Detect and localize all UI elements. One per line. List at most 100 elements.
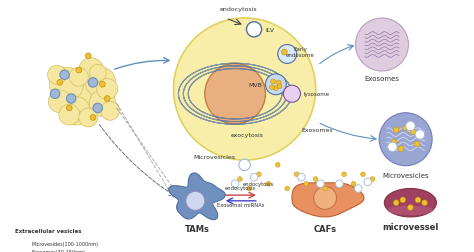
- Circle shape: [90, 115, 96, 121]
- Ellipse shape: [384, 189, 437, 217]
- Text: endocytosis: endocytosis: [219, 7, 257, 12]
- Text: exocytosis: exocytosis: [231, 133, 264, 138]
- Circle shape: [273, 86, 278, 91]
- Circle shape: [100, 82, 105, 88]
- Circle shape: [47, 66, 66, 85]
- Circle shape: [60, 71, 69, 80]
- Circle shape: [85, 68, 116, 98]
- Text: Exosomes: Exosomes: [365, 76, 400, 82]
- Circle shape: [285, 186, 290, 191]
- Circle shape: [186, 192, 205, 210]
- Circle shape: [336, 180, 343, 188]
- Polygon shape: [169, 173, 225, 220]
- Circle shape: [356, 19, 409, 72]
- Circle shape: [265, 75, 286, 95]
- Circle shape: [351, 182, 356, 186]
- Circle shape: [270, 85, 274, 90]
- Circle shape: [398, 146, 404, 152]
- Circle shape: [400, 197, 406, 203]
- Text: microvessel: microvessel: [382, 222, 438, 231]
- Circle shape: [69, 68, 88, 87]
- Circle shape: [76, 68, 82, 74]
- Text: lysosome: lysosome: [303, 92, 329, 97]
- Circle shape: [277, 84, 282, 89]
- Circle shape: [422, 200, 428, 206]
- Circle shape: [278, 45, 297, 64]
- Circle shape: [355, 185, 362, 193]
- Circle shape: [304, 182, 309, 186]
- Text: ILV: ILV: [265, 28, 274, 33]
- Circle shape: [370, 177, 375, 182]
- Circle shape: [50, 90, 60, 99]
- Circle shape: [250, 174, 258, 181]
- Circle shape: [62, 97, 90, 125]
- Circle shape: [361, 172, 365, 177]
- Circle shape: [294, 172, 299, 177]
- Circle shape: [239, 160, 250, 171]
- Text: endocytosis: endocytosis: [225, 185, 256, 190]
- Circle shape: [85, 54, 91, 59]
- Polygon shape: [292, 183, 364, 217]
- Circle shape: [415, 197, 421, 203]
- Circle shape: [100, 102, 119, 121]
- Circle shape: [247, 186, 252, 191]
- Circle shape: [89, 65, 106, 82]
- Circle shape: [364, 178, 372, 186]
- Text: Microvesides(100-1000nm): Microvesides(100-1000nm): [31, 241, 99, 246]
- Text: Early
endosome: Early endosome: [286, 47, 315, 58]
- Circle shape: [49, 68, 83, 102]
- Circle shape: [231, 180, 239, 188]
- Text: Exosomes: Exosomes: [301, 128, 333, 133]
- Circle shape: [415, 130, 425, 140]
- Circle shape: [317, 180, 324, 188]
- Circle shape: [89, 91, 116, 117]
- Circle shape: [414, 142, 420, 147]
- Circle shape: [313, 177, 318, 182]
- Circle shape: [408, 205, 413, 210]
- Circle shape: [104, 96, 110, 102]
- Circle shape: [246, 23, 262, 38]
- Text: Exosomes(30-150nm): Exosomes(30-150nm): [31, 249, 85, 252]
- Circle shape: [393, 200, 399, 206]
- Circle shape: [173, 19, 316, 161]
- Circle shape: [342, 172, 346, 177]
- Circle shape: [275, 163, 280, 168]
- Text: Microvesicles: Microvesicles: [193, 154, 235, 160]
- Circle shape: [388, 143, 397, 152]
- Circle shape: [57, 80, 63, 86]
- Text: Extracellular vesicles: Extracellular vesicles: [15, 228, 82, 233]
- Circle shape: [66, 106, 72, 111]
- Circle shape: [379, 113, 432, 166]
- Text: endocytosis: endocytosis: [243, 181, 274, 186]
- Circle shape: [403, 125, 409, 131]
- Text: Exosomal miRNAs: Exosomal miRNAs: [217, 202, 264, 207]
- Circle shape: [393, 128, 399, 133]
- Circle shape: [323, 186, 328, 191]
- Circle shape: [48, 91, 71, 113]
- Text: TAMs: TAMs: [185, 224, 210, 233]
- Circle shape: [314, 187, 337, 209]
- Circle shape: [20, 239, 29, 248]
- Circle shape: [237, 177, 242, 182]
- Circle shape: [271, 80, 275, 84]
- Circle shape: [88, 78, 98, 88]
- Circle shape: [21, 249, 28, 252]
- Circle shape: [79, 58, 103, 83]
- Circle shape: [298, 174, 305, 181]
- Circle shape: [276, 81, 281, 85]
- Circle shape: [205, 64, 265, 124]
- Circle shape: [282, 50, 287, 56]
- Circle shape: [79, 109, 98, 128]
- Text: CAFs: CAFs: [314, 224, 337, 233]
- Circle shape: [410, 129, 416, 135]
- Text: Microvesicles: Microvesicles: [383, 172, 429, 178]
- Ellipse shape: [387, 206, 434, 215]
- Circle shape: [93, 104, 102, 113]
- Circle shape: [59, 105, 80, 125]
- Circle shape: [406, 122, 415, 131]
- Circle shape: [256, 172, 261, 177]
- Circle shape: [392, 140, 397, 145]
- Circle shape: [283, 86, 301, 103]
- Circle shape: [97, 79, 118, 100]
- Circle shape: [57, 68, 110, 121]
